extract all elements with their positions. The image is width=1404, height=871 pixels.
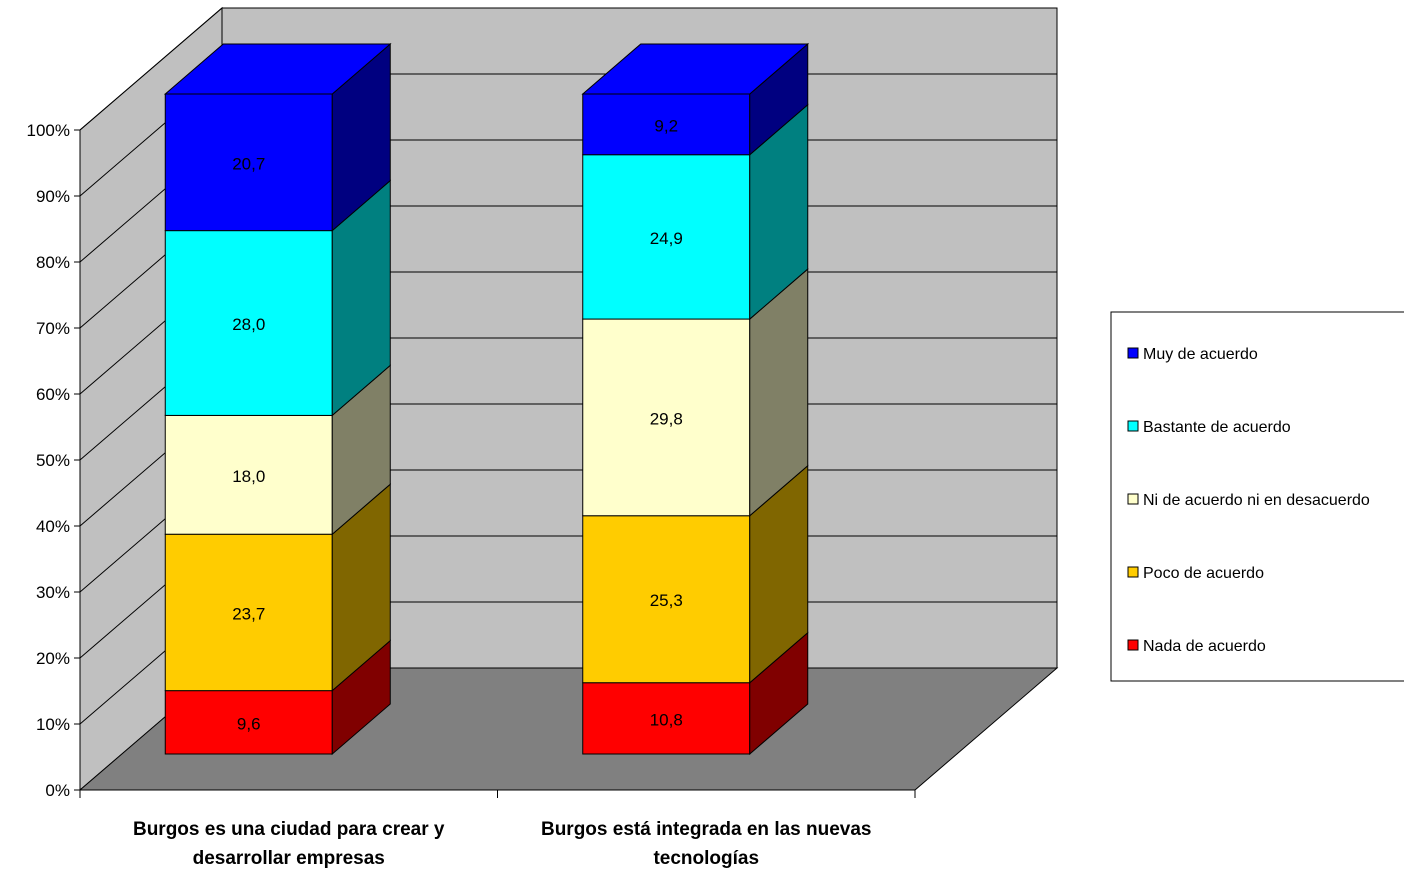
bars: 9,6 23,7 18,0 28,0 20,7 10,8 25,3 29,8 24,9 9,2 — [163, 42, 810, 756]
legend-box — [1110, 311, 1404, 682]
data-label: 9,6 — [237, 714, 261, 733]
legend-swatch — [1127, 420, 1139, 432]
bar-front — [582, 318, 751, 517]
legend-item: Poco de acuerdo — [1127, 565, 1264, 582]
bar-front — [164, 414, 333, 535]
y-tick-label: 80% — [36, 253, 70, 272]
bar-segment: 18,0 — [164, 364, 391, 536]
legend-item: Bastante de acuerdo — [1127, 419, 1291, 436]
legend-label: Bastante de acuerdo — [1143, 419, 1291, 436]
data-label: 20,7 — [232, 154, 265, 173]
legend-swatch — [1127, 493, 1139, 505]
bar-segment: 28,0 — [164, 179, 391, 417]
bar-top — [163, 43, 392, 95]
bar-segment: 10,8 — [582, 631, 809, 756]
gridline — [79, 7, 1057, 131]
legend-swatch — [1127, 566, 1139, 578]
data-label: 29,8 — [650, 409, 683, 428]
data-label: 24,9 — [650, 229, 683, 248]
y-tick-label: 30% — [36, 583, 70, 602]
legend-swatch — [1127, 639, 1139, 651]
legend-label: Muy de acuerdo — [1143, 346, 1258, 363]
legend-item: Nada de acuerdo — [1127, 638, 1266, 655]
data-label: 25,3 — [650, 591, 683, 610]
data-label: 9,2 — [654, 116, 678, 135]
y-tick-label: 90% — [36, 187, 70, 206]
bar-front — [582, 93, 751, 156]
bar-segment: 25,3 — [582, 464, 809, 684]
bar-front — [582, 515, 751, 684]
y-tick-label: 0% — [45, 781, 70, 800]
y-tick-label: 40% — [36, 517, 70, 536]
y-tick-label: 60% — [36, 385, 70, 404]
bar-segment: 24,9 — [582, 103, 809, 321]
legend-swatch — [1127, 347, 1139, 359]
bar-segment: 20,7 — [163, 42, 392, 232]
legend: Muy de acuerdo Bastante de acuerdo Ni de a… — [1110, 311, 1404, 682]
y-tick-label: 50% — [36, 451, 70, 470]
data-label: 18,0 — [232, 467, 265, 486]
bar-front — [582, 682, 751, 755]
bar-front — [164, 230, 333, 416]
bar-front — [582, 154, 751, 320]
legend-label: Poco de acuerdo — [1143, 565, 1264, 582]
y-tick-label: 20% — [36, 649, 70, 668]
legend-label: Nada de acuerdo — [1143, 638, 1266, 655]
data-label: 28,0 — [232, 315, 265, 334]
legend-item: Muy de acuerdo — [1127, 346, 1258, 363]
bar-top — [581, 43, 810, 95]
y-tick-label: 100% — [27, 121, 70, 140]
category-label: Burgos es una ciudad para crear y desarro… — [133, 819, 445, 869]
bar-segment: 29,8 — [582, 267, 809, 517]
bar-segment: 9,2 — [581, 42, 810, 156]
bar-front — [164, 93, 333, 232]
data-label: 23,7 — [232, 604, 265, 623]
x-axis: Burgos es una ciudad para crear y desarro… — [79, 789, 916, 869]
y-axis: 0% 10% 20% 30% 40% 50% 60% 70% 80% 90% 100% — [27, 121, 81, 800]
y-tick-label: 10% — [36, 715, 70, 734]
bar-front — [164, 533, 333, 692]
legend-label: Ni de acuerdo ni en desacuerdo — [1143, 492, 1370, 509]
bar-segment: 23,7 — [164, 483, 391, 692]
legend-item: Ni de acuerdo ni en desacuerdo — [1127, 492, 1370, 509]
category-label: Burgos está integrada en las nuevas tecno… — [541, 819, 872, 869]
data-label: 10,8 — [650, 710, 683, 729]
y-tick-label: 70% — [36, 319, 70, 338]
